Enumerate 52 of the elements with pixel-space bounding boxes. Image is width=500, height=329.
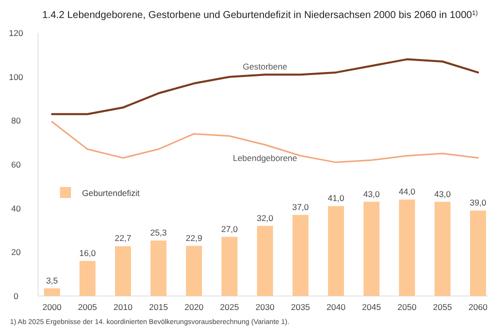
- bar: [44, 288, 60, 296]
- x-tick-label: 2045: [362, 302, 382, 312]
- data-label: 44,0: [398, 186, 416, 197]
- data-label: 25,3: [150, 228, 168, 238]
- x-tick-label: 2020: [184, 302, 204, 312]
- y-tick-label: 60: [11, 160, 21, 170]
- bar: [80, 260, 96, 296]
- chart-title: 1.4.2 Lebendgeborene, Gestorbene und Geburtendefizit in Niedersachsen 2000 bis 2060 in 1000$^{1)}$: [42, 10, 478, 21]
- y-tick-label: 0: [14, 291, 19, 301]
- y-tick-label: 80: [11, 116, 21, 126]
- data-label: 43,0: [434, 188, 452, 199]
- x-tick-label: 2055: [433, 302, 452, 312]
- line-series: [51, 121, 479, 164]
- x-tick-label: 2010: [114, 302, 133, 312]
- bar: [399, 200, 415, 296]
- x-tick-label: 2035: [291, 302, 310, 312]
- data-label: 27,0: [221, 224, 238, 234]
- bar: [186, 246, 202, 296]
- legend-label: Geburtendefizit: [82, 188, 140, 198]
- data-label: 22,9: [186, 232, 203, 243]
- data-label: 41,0: [328, 193, 345, 204]
- bar: [222, 236, 238, 296]
- series-label: Gestorbene: [242, 62, 288, 72]
- data-label: 3,5: [46, 275, 58, 286]
- y-tick-label: 40: [11, 203, 21, 214]
- bar: [292, 214, 308, 296]
- bar: [115, 246, 131, 296]
- bar: [470, 210, 486, 296]
- y-tick-label: 20: [11, 247, 21, 258]
- series-label: Lebendgeborene: [232, 152, 298, 163]
- x-tick-label: 2040: [326, 302, 346, 312]
- x-tick-label: 2000: [42, 302, 62, 312]
- y-tick-label: 100: [8, 72, 24, 82]
- x-tick-label: 2005: [78, 302, 98, 312]
- data-label: 39,0: [470, 198, 487, 208]
- data-label: 16,0: [79, 248, 96, 258]
- data-label: 43,0: [363, 188, 380, 199]
- x-tick-label: 2025: [220, 302, 240, 312]
- bar: [434, 202, 450, 296]
- x-tick-label: 2030: [256, 302, 275, 312]
- data-label: 22,7: [114, 233, 132, 244]
- bar: [364, 202, 380, 296]
- bar: [328, 206, 344, 296]
- bar: [150, 240, 166, 296]
- x-tick-label: 2050: [398, 302, 417, 312]
- data-label: 32,0: [256, 212, 274, 223]
- line-series: [51, 58, 479, 116]
- data-label: 37,0: [292, 202, 310, 212]
- x-tick-label: 2015: [149, 302, 168, 312]
- x-tick-label: 2060: [468, 302, 488, 312]
- y-tick-label: 120: [8, 28, 24, 38]
- bar: [257, 226, 273, 296]
